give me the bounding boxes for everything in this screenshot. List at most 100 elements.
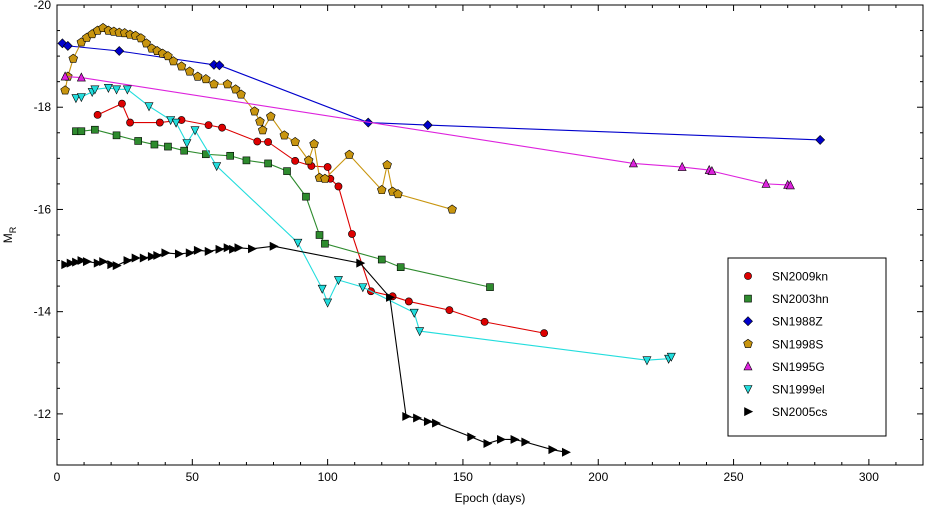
- data-point-sn1995g: [761, 178, 771, 188]
- legend-label-sn1995g: SN1995G: [772, 360, 825, 374]
- data-point-sn1998s: [290, 137, 300, 146]
- data-point-sn1998s: [136, 33, 146, 43]
- data-point-sn2009kn: [264, 138, 272, 146]
- data-point-sn1998s: [249, 106, 260, 116]
- data-point-sn1999el: [333, 276, 343, 286]
- data-point-sn2005cs: [174, 249, 184, 259]
- data-point-sn2005cs: [123, 256, 133, 266]
- data-point-sn2003hn: [321, 239, 329, 248]
- data-point-sn2005cs: [223, 243, 233, 253]
- data-point-sn2005cs: [161, 248, 171, 258]
- y-tick-label: -16: [34, 202, 52, 216]
- data-point-sn1999el: [103, 84, 113, 93]
- data-point-sn2009kn: [93, 110, 102, 119]
- data-point-sn1999el: [358, 283, 368, 293]
- series-line-sn2005cs: [64, 245, 566, 453]
- data-point-sn2009kn: [253, 137, 262, 146]
- data-point-sn2005cs: [356, 258, 366, 268]
- data-point-sn1988z: [815, 135, 826, 145]
- data-point-sn2005cs: [61, 260, 71, 270]
- data-point-sn1998s: [344, 149, 355, 159]
- data-point-sn2009kn: [480, 317, 489, 326]
- data-point-sn2005cs: [467, 432, 477, 442]
- data-point-sn1999el: [317, 284, 327, 294]
- data-point-sn2005cs: [204, 246, 214, 256]
- data-point-sn1998s: [68, 53, 78, 63]
- legend-label-sn2003hn: SN2003hn: [772, 292, 829, 306]
- legend: SN2009kn SN2003hn SN1988Z SN1998S SN1995G SN1…: [727, 257, 887, 437]
- data-point-sn1988z: [422, 120, 433, 131]
- data-point-sn1999el: [112, 85, 122, 95]
- data-point-sn2009kn: [118, 99, 126, 108]
- legend-label-sn1998s: SN1998S: [772, 337, 823, 351]
- data-point-sn2003hn: [377, 255, 386, 264]
- series-sn2009kn: [93, 99, 549, 338]
- legend-marker-sn2009kn: [744, 272, 752, 280]
- data-point-sn2005cs: [72, 257, 82, 267]
- data-point-sn2003hn: [264, 159, 272, 168]
- series-sn1998s: [60, 23, 457, 214]
- data-point-sn2005cs: [215, 244, 225, 254]
- data-point-sn2005cs: [107, 260, 117, 270]
- data-point-sn2005cs: [234, 243, 244, 253]
- data-point-sn2003hn: [91, 125, 99, 134]
- data-point-sn2005cs: [483, 439, 493, 449]
- data-point-sn1998s: [279, 130, 290, 140]
- legend-marker-sn2005cs: [744, 407, 754, 417]
- data-point-sn1988z: [62, 40, 73, 51]
- data-point-sn1998s: [255, 116, 265, 126]
- data-point-sn1998s: [447, 204, 457, 214]
- data-point-sn2009kn: [540, 329, 549, 338]
- y-tick-label: -20: [34, 0, 52, 12]
- data-point-sn2005cs: [561, 447, 571, 457]
- data-point-sn2003hn: [150, 140, 159, 149]
- data-point-sn2005cs: [139, 253, 149, 263]
- legend-box: [727, 257, 887, 437]
- data-point-sn2009kn: [445, 306, 454, 315]
- data-point-sn2003hn: [486, 283, 494, 291]
- data-point-sn2003hn: [134, 137, 142, 145]
- data-point-sn2003hn: [180, 146, 188, 155]
- data-point-sn1998s: [257, 125, 268, 135]
- data-point-sn2005cs: [193, 245, 203, 255]
- series-layer: [57, 23, 826, 457]
- legend-marker-sn1988z: [743, 316, 753, 327]
- data-point-sn1999el: [182, 139, 192, 149]
- x-tick-label: 0: [54, 470, 61, 484]
- series-sn1988z: [57, 38, 826, 145]
- data-point-sn1998s: [184, 66, 195, 76]
- svg-text:MR: MR: [1, 226, 18, 243]
- series-sn2005cs: [61, 241, 571, 457]
- data-point-sn2005cs: [510, 434, 520, 444]
- data-point-sn2009kn: [334, 182, 343, 191]
- data-point-sn2003hn: [302, 192, 310, 201]
- data-point-sn2005cs: [548, 445, 558, 455]
- data-point-sn2005cs: [112, 261, 122, 271]
- x-tick-label: 150: [453, 470, 473, 484]
- data-point-sn2009kn: [126, 118, 134, 127]
- data-point-sn1998s: [303, 155, 314, 165]
- data-point-sn2005cs: [386, 292, 396, 302]
- data-point-sn2003hn: [164, 142, 172, 151]
- data-point-sn2009kn: [291, 156, 300, 165]
- data-point-sn1998s: [163, 51, 173, 61]
- data-point-sn2005cs: [402, 411, 412, 421]
- data-point-sn1995g: [677, 161, 687, 171]
- data-point-sn2003hn: [77, 127, 86, 136]
- data-point-sn2005cs: [497, 434, 506, 444]
- data-point-sn1999el: [666, 352, 676, 362]
- data-point-sn1995g: [628, 158, 638, 168]
- data-point-sn1988z: [214, 60, 225, 71]
- data-point-sn1999el: [71, 94, 81, 104]
- axis-ticks: 0 50 100 150 200 250 300 -20 -18 -16 -14 -12: [34, 0, 923, 484]
- y-tick-label: -12: [34, 407, 52, 421]
- data-point-sn2005cs: [432, 418, 442, 428]
- data-point-sn2005cs: [153, 250, 163, 260]
- data-point-sn1998s: [393, 189, 403, 199]
- data-point-sn1998s: [309, 139, 319, 149]
- data-point-sn2009kn: [204, 121, 213, 130]
- data-point-sn2009kn: [404, 297, 413, 306]
- data-point-sn1998s: [201, 74, 211, 84]
- data-point-sn2005cs: [77, 256, 87, 266]
- data-point-sn1999el: [90, 85, 100, 95]
